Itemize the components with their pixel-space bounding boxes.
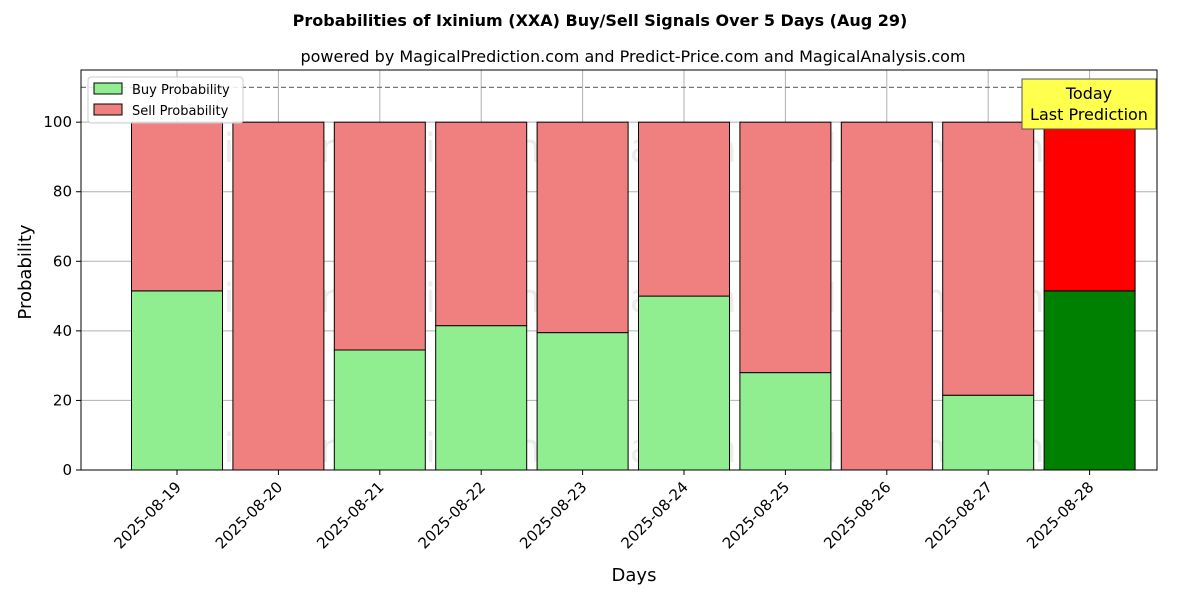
- buy-bar: [638, 295, 730, 471]
- legend-swatch: [93, 82, 123, 95]
- y-tick-label: 60: [53, 252, 72, 270]
- y-tick-label: 100: [43, 113, 72, 131]
- sell-bar: [840, 121, 933, 471]
- legend-label: Buy Probability: [132, 83, 230, 98]
- x-axis-title: Days: [612, 565, 657, 586]
- sell-bar: [435, 121, 528, 327]
- today-annotation: Today Last Prediction: [1021, 78, 1157, 130]
- x-tick-label: 2025-08-26: [820, 478, 894, 552]
- sell-bar: [739, 121, 832, 374]
- y-axis-title: Probability: [15, 224, 36, 319]
- sell-bar: [232, 121, 325, 471]
- x-tick-label: 2025-08-20: [212, 478, 286, 552]
- x-tick-label: 2025-08-21: [313, 478, 387, 552]
- annotation-line1: Today: [1065, 84, 1112, 103]
- x-tick-label: 2025-08-23: [516, 478, 590, 552]
- legend-label: Sell Probability: [132, 104, 229, 119]
- buy-bar: [942, 394, 1035, 471]
- x-tick-label: 2025-08-24: [617, 478, 691, 552]
- buy-bar: [333, 349, 426, 471]
- legend: Buy Probability Sell Probability: [87, 76, 244, 124]
- annotation-line2: Last Prediction: [1030, 105, 1148, 124]
- buy-bar: [536, 332, 629, 471]
- chart-title: Probabilities of Ixinium (XXA) Buy/Sell …: [293, 11, 908, 30]
- x-tick-label: 2025-08-27: [922, 478, 996, 552]
- sell-bar: [638, 121, 730, 297]
- sell-bar: [1043, 121, 1136, 292]
- buy-bar: [131, 290, 223, 471]
- x-tick-label: 2025-08-22: [415, 478, 489, 552]
- chart-subtitle: powered by MagicalPrediction.com and Pre…: [300, 47, 965, 66]
- sell-bar: [131, 121, 223, 292]
- x-tick-label: 2025-08-28: [1023, 478, 1097, 552]
- buy-bar: [1043, 290, 1136, 471]
- buy-bar: [435, 325, 528, 471]
- y-tick-label: 20: [53, 391, 72, 409]
- plot-frame: [80, 69, 1158, 471]
- sell-bar: [536, 121, 629, 334]
- annotation-box: [1021, 78, 1157, 130]
- x-tick-label: 2025-08-19: [110, 478, 184, 552]
- x-tick-label: 2025-08-25: [719, 478, 793, 552]
- legend-box: [87, 76, 244, 124]
- buy-bar: [739, 372, 832, 471]
- sell-bar: [333, 121, 426, 351]
- y-tick-label: 80: [53, 183, 72, 201]
- y-tick-label: 40: [53, 322, 72, 340]
- sell-bar: [942, 121, 1035, 396]
- legend-swatch: [93, 103, 123, 116]
- y-tick-label: 0: [62, 461, 72, 479]
- bars: [131, 121, 1136, 471]
